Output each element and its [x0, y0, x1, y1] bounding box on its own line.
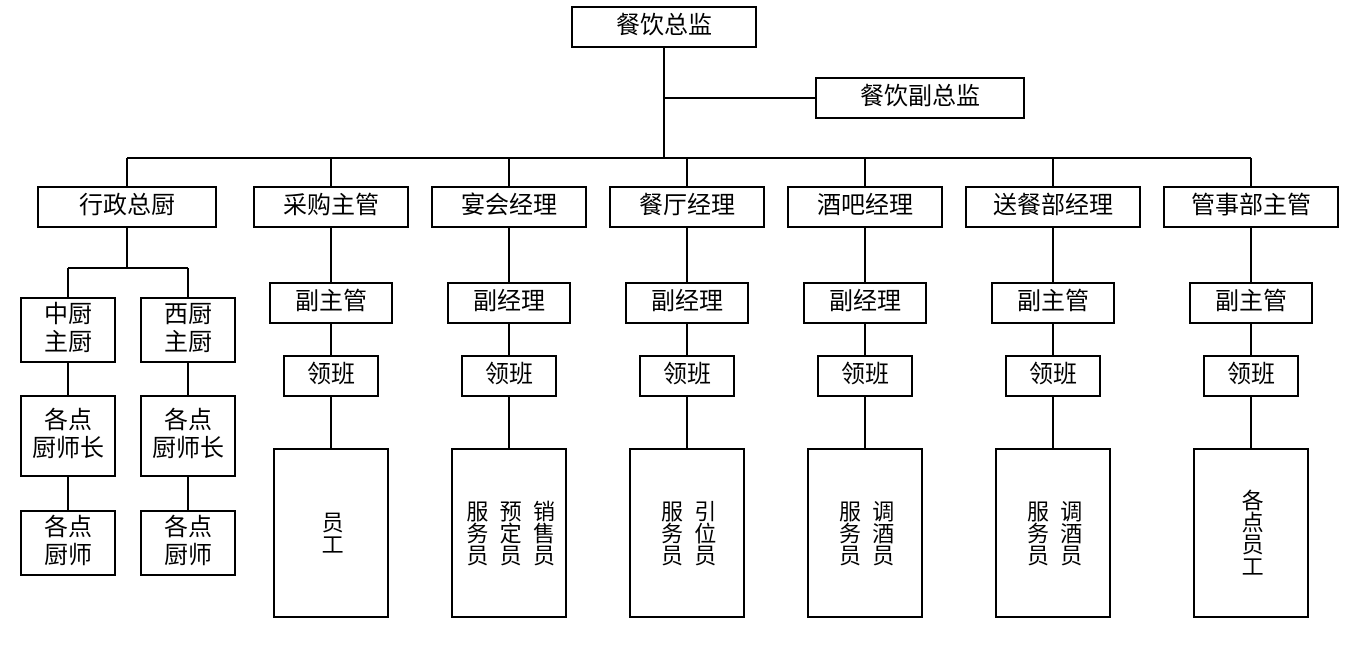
node-l4: 领班 [639, 355, 735, 397]
node-label: 酒吧经理 [817, 193, 913, 221]
node-d4: 副经理 [625, 282, 749, 324]
node-c1e: 各点厨师 [20, 510, 116, 576]
node-m1: 行政总厨 [37, 186, 217, 228]
staff-columns: 员工 [275, 450, 387, 616]
staff-col: 引位员 [691, 500, 716, 566]
staff-columns: 服务员调酒员 [809, 450, 921, 616]
staff-columns: 服务员预定员销售员 [453, 450, 565, 616]
node-s3: 服务员预定员销售员 [451, 448, 567, 618]
staff-col: 销售员 [530, 500, 555, 566]
node-label: 西厨主厨 [164, 302, 212, 357]
node-label: 各点厨师 [44, 515, 92, 570]
node-label: 行政总厨 [79, 193, 175, 221]
node-label: 餐饮总监 [616, 13, 712, 41]
staff-col: 服务员 [836, 500, 861, 566]
node-l5: 领班 [817, 355, 913, 397]
node-label: 领班 [663, 362, 711, 390]
node-c1a: 中厨主厨 [20, 297, 116, 363]
node-label: 领班 [1029, 362, 1077, 390]
node-s7: 各点员工 [1193, 448, 1309, 618]
node-label: 各点厨师长 [32, 408, 104, 463]
staff-col: 服务员 [463, 500, 488, 566]
node-m4: 餐厅经理 [609, 186, 765, 228]
node-s5: 服务员调酒员 [807, 448, 923, 618]
node-label: 中厨主厨 [44, 302, 92, 357]
staff-col: 服务员 [1024, 500, 1049, 566]
node-s4: 服务员引位员 [629, 448, 745, 618]
node-label: 各点厨师 [164, 515, 212, 570]
node-label: 领班 [841, 362, 889, 390]
staff-col: 调酒员 [1057, 500, 1082, 566]
node-c1d: 各点厨师长 [140, 395, 236, 477]
node-d7: 副主管 [1189, 282, 1313, 324]
node-label: 副主管 [1017, 289, 1089, 317]
node-d5: 副经理 [803, 282, 927, 324]
node-d2: 副主管 [269, 282, 393, 324]
node-label: 餐饮副总监 [860, 84, 980, 112]
node-label: 副经理 [651, 289, 723, 317]
staff-col: 各点员工 [1238, 489, 1263, 577]
org-chart: 餐饮总监餐饮副总监行政总厨 采购主管 宴会经理 餐厅经理 酒吧经理 送餐部经理 管事部主管中… [0, 0, 1364, 652]
node-label: 副主管 [295, 289, 367, 317]
node-label: 送餐部经理 [993, 193, 1113, 221]
node-m7: 管事部主管 [1163, 186, 1339, 228]
node-s2: 员工 [273, 448, 389, 618]
node-label: 副经理 [829, 289, 901, 317]
staff-col: 服务员 [658, 500, 683, 566]
node-d3: 副经理 [447, 282, 571, 324]
node-label: 餐厅经理 [639, 193, 735, 221]
staff-columns: 服务员引位员 [631, 450, 743, 616]
node-l2: 领班 [283, 355, 379, 397]
node-s6: 服务员调酒员 [995, 448, 1111, 618]
node-l6: 领班 [1005, 355, 1101, 397]
node-c1f: 各点厨师 [140, 510, 236, 576]
staff-col: 员工 [318, 511, 343, 555]
node-label: 各点厨师长 [152, 408, 224, 463]
node-root: 餐饮总监 [571, 6, 757, 48]
node-c1b: 西厨主厨 [140, 297, 236, 363]
node-c1c: 各点厨师长 [20, 395, 116, 477]
node-l7: 领班 [1203, 355, 1299, 397]
node-label: 宴会经理 [461, 193, 557, 221]
node-label: 领班 [1227, 362, 1275, 390]
node-d6: 副主管 [991, 282, 1115, 324]
staff-col: 调酒员 [869, 500, 894, 566]
node-label: 采购主管 [283, 193, 379, 221]
staff-columns: 服务员调酒员 [997, 450, 1109, 616]
node-m6: 送餐部经理 [965, 186, 1141, 228]
staff-columns: 各点员工 [1195, 450, 1307, 616]
node-m5: 酒吧经理 [787, 186, 943, 228]
node-l3: 领班 [461, 355, 557, 397]
node-label: 领班 [485, 362, 533, 390]
node-label: 管事部主管 [1191, 193, 1311, 221]
node-deputy: 餐饮副总监 [815, 77, 1025, 119]
node-label: 副主管 [1215, 289, 1287, 317]
node-label: 领班 [307, 362, 355, 390]
node-label: 副经理 [473, 289, 545, 317]
node-m3: 宴会经理 [431, 186, 587, 228]
staff-col: 预定员 [496, 500, 521, 566]
node-m2: 采购主管 [253, 186, 409, 228]
